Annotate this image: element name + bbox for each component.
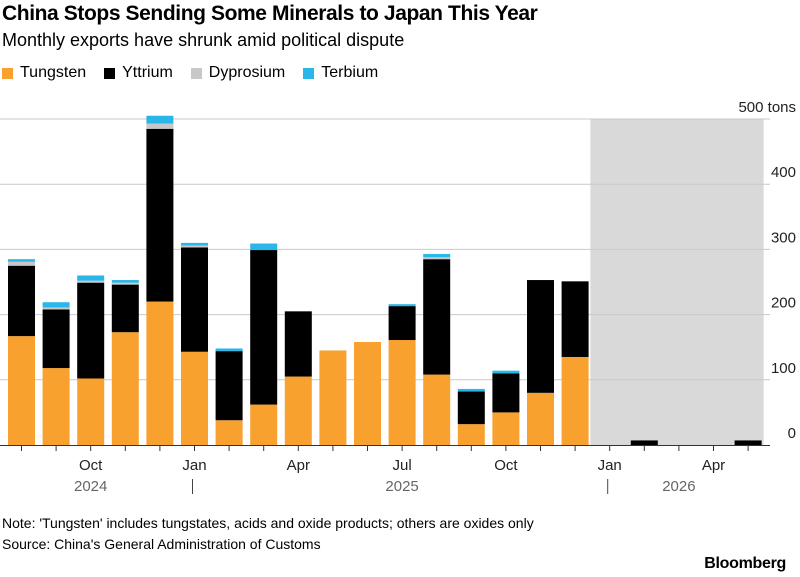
x-month-label: Oct xyxy=(494,457,518,474)
bar-tungsten-2025-04 xyxy=(284,376,312,445)
bar-terbium-2025-02 xyxy=(215,348,243,352)
bar-yttrium-2025-02 xyxy=(215,351,243,421)
bar-dyprosium-2024-09 xyxy=(42,307,70,310)
x-month-label: Jan xyxy=(598,457,622,474)
x-year-label: 2024 xyxy=(74,478,107,495)
shaded-region xyxy=(590,119,764,445)
bar-tungsten-2025-03 xyxy=(250,404,278,445)
bar-tungsten-2025-02 xyxy=(215,420,243,445)
bloomberg-logo: Bloomberg xyxy=(704,555,786,572)
bar-tungsten-2025-05 xyxy=(319,350,347,445)
bar-yttrium-2025-09 xyxy=(457,391,485,425)
bar-terbium-2025-10 xyxy=(492,370,520,374)
chart-note: Note: 'Tungsten' includes tungstates, ac… xyxy=(2,515,534,531)
bar-dyprosium-2025-01 xyxy=(181,245,208,248)
x-month-label: Jan xyxy=(182,457,206,474)
legend-item-tungsten: Tungsten xyxy=(2,64,86,82)
bar-yttrium-2024-12 xyxy=(146,128,174,302)
bar-yttrium-2025-07 xyxy=(388,306,416,341)
stacked-bar-chart: 0 100 200 300 400 500 tons Oct Jan Apr Jul Oct Jan A… xyxy=(0,99,796,495)
legend-label-dyprosium: Dyprosium xyxy=(208,64,286,81)
legend-swatch-terbium xyxy=(303,67,315,79)
bar-dyprosium-2024-08 xyxy=(8,261,35,266)
legend-label-terbium: Terbium xyxy=(321,64,379,81)
chart-title: China Stops Sending Some Minerals to Jap… xyxy=(2,2,538,25)
x-month-label: Apr xyxy=(287,457,310,474)
x-year-label: 2025 xyxy=(385,478,418,495)
bar-tungsten-2025-01 xyxy=(181,351,208,445)
legend-label-yttrium: Yttrium xyxy=(122,64,173,81)
legend-item-yttrium: Yttrium xyxy=(104,64,173,82)
bar-tungsten-2025-09 xyxy=(457,424,485,445)
bar-terbium-2024-11 xyxy=(111,280,139,283)
legend-item-dyprosium: Dyprosium xyxy=(190,64,286,82)
bar-yttrium-2025-10 xyxy=(492,373,520,413)
y-tick-label: 500 tons xyxy=(738,99,796,116)
bar-tungsten-2024-08 xyxy=(8,336,35,445)
bar-yttrium-2025-12 xyxy=(561,281,589,357)
bar-dyprosium-2025-08 xyxy=(423,257,451,260)
chart-subtitle: Monthly exports have shrunk amid politic… xyxy=(2,30,405,50)
bar-yttrium-2024-11 xyxy=(111,284,139,333)
legend-swatch-yttrium xyxy=(104,67,116,79)
y-tick-label: 400 xyxy=(771,164,796,181)
legend-swatch-tungsten xyxy=(2,67,13,79)
bar-tungsten-2024-10 xyxy=(77,378,105,445)
bar-tungsten-2025-08 xyxy=(423,374,451,445)
chart-source: Source: China's General Administration o… xyxy=(2,536,321,552)
bar-yttrium-2025-11 xyxy=(527,280,554,393)
x-month-label: Apr xyxy=(702,457,725,474)
bar-yttrium-2025-01 xyxy=(181,247,208,352)
bar-tungsten-2025-06 xyxy=(354,341,381,445)
bar-yttrium-2024-10 xyxy=(77,282,105,379)
y-tick-label: 0 xyxy=(788,425,796,442)
bar-terbium-2025-07 xyxy=(388,304,416,307)
bar-dyprosium-2024-12 xyxy=(146,123,174,129)
legend-item-terbium: Terbium xyxy=(303,64,378,82)
y-tick-label: 200 xyxy=(771,295,796,312)
bar-terbium-2025-03 xyxy=(250,243,278,251)
bar-tungsten-2024-11 xyxy=(111,332,139,445)
bar-tungsten-2025-12 xyxy=(561,356,589,445)
bar-tungsten-2024-12 xyxy=(146,301,174,445)
bar-terbium-2024-09 xyxy=(42,302,70,308)
bar-yttrium-2024-09 xyxy=(42,309,70,369)
x-month-label: Jul xyxy=(393,457,412,474)
x-year-label: 2026 xyxy=(662,478,695,495)
bar-yttrium-2025-03 xyxy=(250,250,278,405)
bar-tungsten-2025-11 xyxy=(527,392,554,445)
bar-yttrium-2025-08 xyxy=(423,259,451,375)
x-month-label: Oct xyxy=(79,457,103,474)
bar-dyprosium-2024-10 xyxy=(77,280,105,283)
bar-yttrium-2024-08 xyxy=(8,265,35,337)
bar-yttrium-2025-04 xyxy=(284,311,312,377)
y-tick-label: 100 xyxy=(771,360,796,377)
bar-tungsten-2024-09 xyxy=(42,368,70,445)
legend: Tungsten Yttrium Dyprosium Terbium xyxy=(2,64,396,82)
bar-terbium-2024-08 xyxy=(8,259,35,262)
bar-terbium-2024-10 xyxy=(77,275,105,281)
y-tick-label: 300 xyxy=(771,229,796,246)
bar-yttrium-2026-05 xyxy=(734,440,762,445)
bar-terbium-2025-01 xyxy=(181,242,208,246)
bar-tungsten-2025-10 xyxy=(492,412,520,445)
bar-terbium-2024-12 xyxy=(146,115,174,124)
bar-tungsten-2025-07 xyxy=(388,340,416,445)
bar-yttrium-2026-02 xyxy=(630,440,658,445)
bar-terbium-2025-09 xyxy=(457,388,485,392)
legend-swatch-dyprosium xyxy=(190,67,202,79)
bar-dyprosium-2024-11 xyxy=(111,282,139,285)
bar-terbium-2025-08 xyxy=(423,253,451,258)
legend-label-tungsten: Tungsten xyxy=(20,64,87,81)
